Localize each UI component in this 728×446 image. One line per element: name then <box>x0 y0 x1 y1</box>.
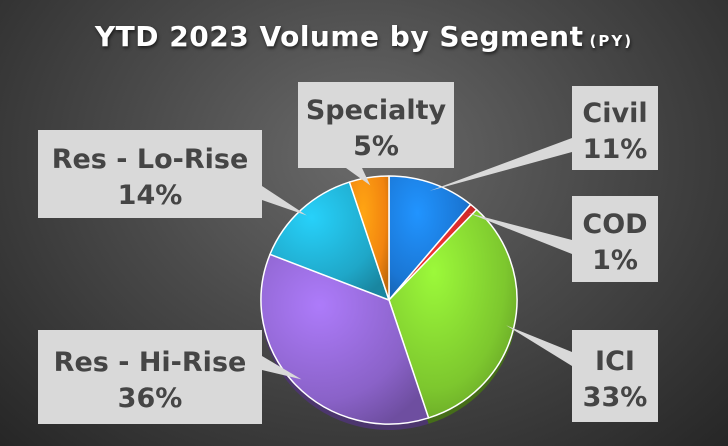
callout-pointer-ici <box>506 325 572 366</box>
callout-box-res-hi-rise <box>38 330 262 424</box>
callout-ici: ICI 33% <box>506 325 658 422</box>
callout-box-civil <box>572 86 658 170</box>
pie-slice-res-hi-rise <box>260 253 430 425</box>
callout-box-ici <box>572 330 658 422</box>
pie-slice-civil <box>388 175 472 301</box>
slice-percent-ici: 33% <box>583 382 648 413</box>
callout-box-cod <box>572 196 658 282</box>
callout-pointer-specialty <box>346 168 371 186</box>
callout-box-specialty <box>298 82 454 168</box>
chart-title: YTD 2023 Volume by Segment (PY) <box>0 20 728 53</box>
callout-specialty: Specialty 5% <box>298 82 454 186</box>
pie-slice-specialty <box>348 175 390 301</box>
slice-label-cod: COD <box>582 209 647 240</box>
chart-title-text: YTD 2023 Volume by Segment <box>94 20 584 53</box>
slice-label-res-hi-rise: Res - Hi-Rise <box>54 347 247 378</box>
slice-label-civil: Civil <box>582 98 647 129</box>
callout-res-lo-rise: Res - Lo-Rise 14% <box>38 130 307 218</box>
slice-percent-cod: 1% <box>592 245 638 276</box>
callout-pointer-res-hi-rise <box>262 356 302 380</box>
callout-cod: COD 1% <box>468 196 658 282</box>
slice-label-specialty: Specialty <box>306 95 447 126</box>
slice-label-res-lo-rise: Res - Lo-Rise <box>52 144 249 175</box>
slice-percent-civil: 11% <box>583 134 648 165</box>
slice-percent-specialty: 5% <box>353 131 399 162</box>
callout-pointer-civil <box>429 138 572 191</box>
chart-subtitle: (PY) <box>589 32 634 50</box>
callout-pointer-cod <box>468 212 572 254</box>
callout-box-res-lo-rise <box>38 130 262 218</box>
callout-pointer-res-lo-rise <box>262 186 307 216</box>
callout-res-hi-rise: Res - Hi-Rise 36% <box>38 330 302 424</box>
callout-civil: Civil 11% <box>429 86 658 191</box>
slice-percent-res-hi-rise: 36% <box>118 383 183 414</box>
slice-label-ici: ICI <box>595 346 635 377</box>
pie-slice-ici <box>388 208 518 419</box>
slice-percent-res-lo-rise: 14% <box>118 180 183 211</box>
